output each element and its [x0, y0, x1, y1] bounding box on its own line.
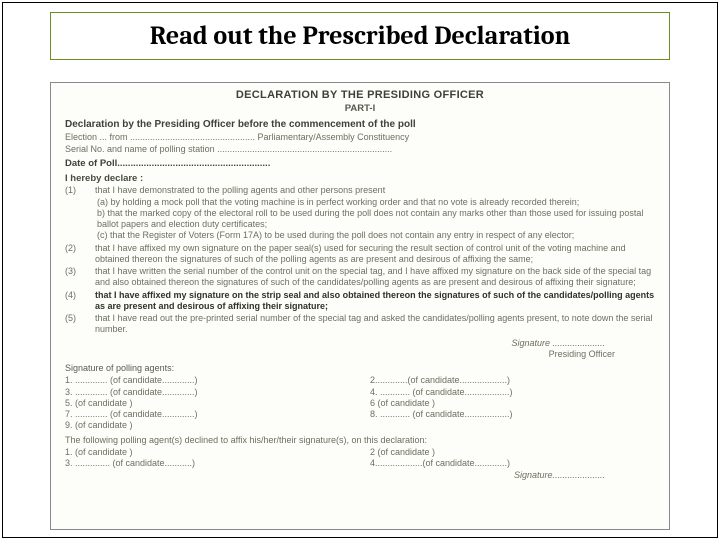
item-sub: b) that the marked copy of the electoral…	[97, 208, 655, 231]
declined-cell: 1. (of candidate )	[65, 447, 350, 458]
declined-text: The following polling agent(s) declined …	[65, 435, 655, 446]
item-number: (4)	[65, 290, 95, 313]
title-box: Read out the Prescribed Declaration	[50, 12, 670, 60]
declaration-item: (2)that I have affixed my own signature …	[65, 243, 655, 266]
item-sub: (c) that the Register of Voters (Form 17…	[97, 230, 655, 241]
presiding-officer-label: Presiding Officer	[65, 349, 655, 360]
item-body: that I have affixed my own signature on …	[95, 243, 655, 266]
signature-line: Signature .....................	[65, 338, 655, 349]
item-number: (5)	[65, 313, 95, 336]
line-date: Date of Poll............................…	[65, 158, 655, 170]
item-body: that I have read out the pre-printed ser…	[95, 313, 655, 336]
item-body: that I have affixed my signature on the …	[95, 290, 655, 313]
agent-cell: 8. ............ (of candidate...........…	[370, 409, 655, 420]
agents-heading: Signature of polling agents:	[65, 363, 655, 374]
declaration-form: DECLARATION BY THE PRESIDING OFFICER PAR…	[50, 82, 670, 530]
signature-line-2: Signature.....................	[65, 470, 655, 481]
agent-cell: 6 (of candidate )	[370, 398, 655, 409]
item-body: that I have written the serial number of…	[95, 266, 655, 289]
declined-cell: 4...................(of candidate.......…	[370, 458, 655, 469]
agent-cell	[370, 420, 655, 431]
declaration-item: (4)that I have affixed my signature on t…	[65, 290, 655, 313]
declaration-list: (1)that I have demonstrated to the polli…	[65, 185, 655, 335]
item-number: (2)	[65, 243, 95, 266]
declaration-item: (5)that I have read out the pre-printed …	[65, 313, 655, 336]
form-part: PART-I	[65, 103, 655, 115]
item-number: (3)	[65, 266, 95, 289]
form-subheading: Declaration by the Presiding Officer bef…	[65, 119, 655, 132]
agent-cell: 7. ............. (of candidate..........…	[65, 409, 350, 420]
agent-cell: 2.............(of candidate.............…	[370, 375, 655, 386]
agent-cell: 3. ............. (of candidate..........…	[65, 387, 350, 398]
declined-cell: 2 (of candidate )	[370, 447, 655, 458]
line-serial: Serial No. and name of polling station .…	[65, 144, 655, 155]
line-election: Election ... from ......................…	[65, 132, 655, 143]
item-body: that I have demonstrated to the polling …	[95, 185, 655, 241]
agent-cell: 9. (of candidate )	[65, 420, 350, 431]
declaration-item: (3)that I have written the serial number…	[65, 266, 655, 289]
agent-cell: 4. ............ (of candidate...........…	[370, 387, 655, 398]
form-heading: DECLARATION BY THE PRESIDING OFFICER	[65, 89, 655, 103]
agents-grid: 1. ............. (of candidate..........…	[65, 375, 655, 431]
agent-cell: 1. ............. (of candidate..........…	[65, 375, 350, 386]
declaration-item: (1)that I have demonstrated to the polli…	[65, 185, 655, 241]
agent-cell: 5. (of candidate )	[65, 398, 350, 409]
declined-grid: 1. (of candidate ) 2 (of candidate ) 3. ..…	[65, 447, 655, 470]
declare-head: I hereby declare :	[65, 173, 655, 185]
item-number: (1)	[65, 185, 95, 241]
slide-title: Read out the Prescribed Declaration	[65, 21, 655, 51]
declined-cell: 3. .............. (of candidate.........…	[65, 458, 350, 469]
item-sub: (a) by holding a mock poll that the voti…	[97, 197, 655, 208]
